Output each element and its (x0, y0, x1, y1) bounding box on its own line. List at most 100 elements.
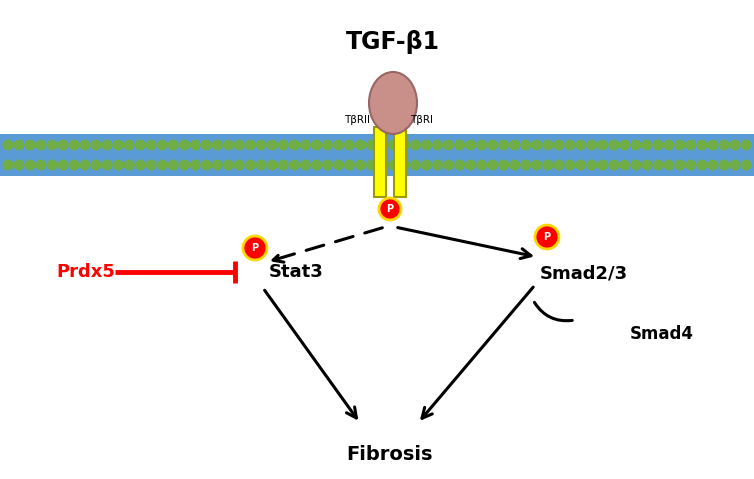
Circle shape (212, 139, 222, 150)
Circle shape (379, 198, 401, 220)
Circle shape (289, 160, 300, 171)
FancyArrowPatch shape (535, 302, 572, 321)
Circle shape (179, 139, 190, 150)
Circle shape (124, 139, 135, 150)
Circle shape (333, 160, 344, 171)
Circle shape (190, 139, 201, 150)
Circle shape (90, 160, 102, 171)
Circle shape (575, 160, 587, 171)
Circle shape (707, 160, 719, 171)
Circle shape (179, 160, 190, 171)
Ellipse shape (369, 72, 417, 134)
Circle shape (664, 139, 674, 150)
Circle shape (432, 160, 443, 171)
Circle shape (564, 160, 575, 171)
Circle shape (719, 160, 729, 171)
Circle shape (597, 160, 608, 171)
Circle shape (311, 160, 322, 171)
Circle shape (542, 160, 553, 171)
Circle shape (167, 139, 179, 150)
Circle shape (157, 139, 167, 150)
Text: TβRII: TβRII (344, 115, 370, 125)
Circle shape (465, 139, 476, 150)
Circle shape (366, 139, 377, 150)
Circle shape (234, 139, 245, 150)
Circle shape (135, 160, 146, 171)
Text: Fibrosis: Fibrosis (347, 445, 434, 464)
Circle shape (498, 139, 509, 150)
Circle shape (2, 160, 14, 171)
Circle shape (740, 160, 752, 171)
Circle shape (432, 139, 443, 150)
Circle shape (146, 139, 157, 150)
Circle shape (167, 160, 179, 171)
Circle shape (421, 160, 432, 171)
Circle shape (124, 160, 135, 171)
Circle shape (388, 160, 399, 171)
Circle shape (642, 160, 652, 171)
Circle shape (652, 139, 664, 150)
Circle shape (35, 139, 47, 150)
Circle shape (399, 139, 410, 150)
Circle shape (256, 160, 267, 171)
Circle shape (553, 160, 564, 171)
Circle shape (642, 139, 652, 150)
Circle shape (664, 160, 674, 171)
Circle shape (47, 139, 57, 150)
Circle shape (388, 139, 399, 150)
Text: Smad2/3: Smad2/3 (540, 264, 628, 282)
Circle shape (278, 139, 289, 150)
Bar (374, 127, 386, 197)
Circle shape (454, 160, 465, 171)
Text: Smad4: Smad4 (630, 325, 694, 343)
Circle shape (80, 160, 90, 171)
Circle shape (532, 160, 542, 171)
Circle shape (300, 139, 311, 150)
Circle shape (102, 160, 112, 171)
Circle shape (201, 160, 212, 171)
Circle shape (575, 139, 587, 150)
Circle shape (674, 160, 685, 171)
Circle shape (377, 160, 388, 171)
Text: P: P (387, 204, 394, 214)
Circle shape (201, 139, 212, 150)
Circle shape (222, 160, 234, 171)
Circle shape (344, 139, 355, 150)
Circle shape (697, 139, 707, 150)
Circle shape (57, 160, 69, 171)
Circle shape (112, 160, 124, 171)
Circle shape (47, 160, 57, 171)
Bar (0, 134, 754, 176)
Circle shape (707, 139, 719, 150)
Circle shape (2, 139, 14, 150)
Circle shape (366, 160, 377, 171)
Circle shape (535, 225, 559, 249)
Circle shape (608, 139, 619, 150)
Circle shape (14, 139, 25, 150)
Circle shape (498, 160, 509, 171)
Circle shape (289, 139, 300, 150)
Circle shape (234, 160, 245, 171)
Circle shape (619, 139, 630, 150)
Circle shape (421, 139, 432, 150)
Circle shape (311, 139, 322, 150)
Circle shape (465, 160, 476, 171)
Circle shape (685, 160, 697, 171)
Circle shape (608, 160, 619, 171)
Circle shape (729, 160, 740, 171)
Circle shape (57, 139, 69, 150)
Circle shape (597, 139, 608, 150)
Circle shape (322, 139, 333, 150)
Circle shape (542, 139, 553, 150)
Circle shape (587, 139, 597, 150)
Circle shape (245, 160, 256, 171)
Text: TβRI: TβRI (410, 115, 433, 125)
Circle shape (344, 160, 355, 171)
Circle shape (520, 160, 532, 171)
Circle shape (267, 139, 278, 150)
Circle shape (619, 160, 630, 171)
Circle shape (697, 160, 707, 171)
Text: P: P (251, 243, 259, 253)
Circle shape (112, 139, 124, 150)
Circle shape (25, 139, 35, 150)
